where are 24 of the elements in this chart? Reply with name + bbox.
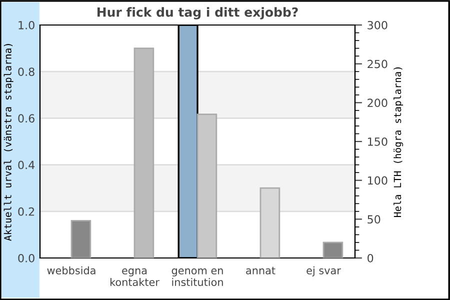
y-tick-label: 0.6 <box>18 114 34 123</box>
bar <box>322 242 344 258</box>
chart-title: Hur fick du tag i ditt exjobb? <box>97 7 298 20</box>
x-tick-label: genom en institution <box>172 268 223 286</box>
y2-tick-label: 50 <box>368 215 380 224</box>
y-tick-label: 0.4 <box>18 160 35 170</box>
bar <box>134 48 154 258</box>
y2-tick-label: 150 <box>368 137 388 146</box>
y2-tick-label: 250 <box>368 60 388 68</box>
x-tick-label: annat <box>246 266 276 274</box>
y-tick-label: 0.0 <box>18 254 34 262</box>
x-tick-label: webbsida <box>47 266 96 274</box>
y-tick-label: 1.0 <box>18 20 34 30</box>
y2-tick-label: 100 <box>368 176 388 185</box>
y-tick-label: 0.8 <box>18 68 34 76</box>
y2-axis-title: Hela LTH (högra staplarna) <box>394 67 404 217</box>
y-axis-title: Aktuellt urval (vänstra staplarna) <box>4 44 14 241</box>
y2-tick-label: 0 <box>368 254 374 262</box>
bar <box>70 220 92 258</box>
x-tick-label: ej svar <box>306 266 341 276</box>
y2-tick-label: 300 <box>368 20 388 30</box>
y2-tick-label: 200 <box>368 98 388 108</box>
y-tick-label: 0.2 <box>18 207 34 216</box>
x-tick-label: egna kontakter <box>110 268 160 286</box>
